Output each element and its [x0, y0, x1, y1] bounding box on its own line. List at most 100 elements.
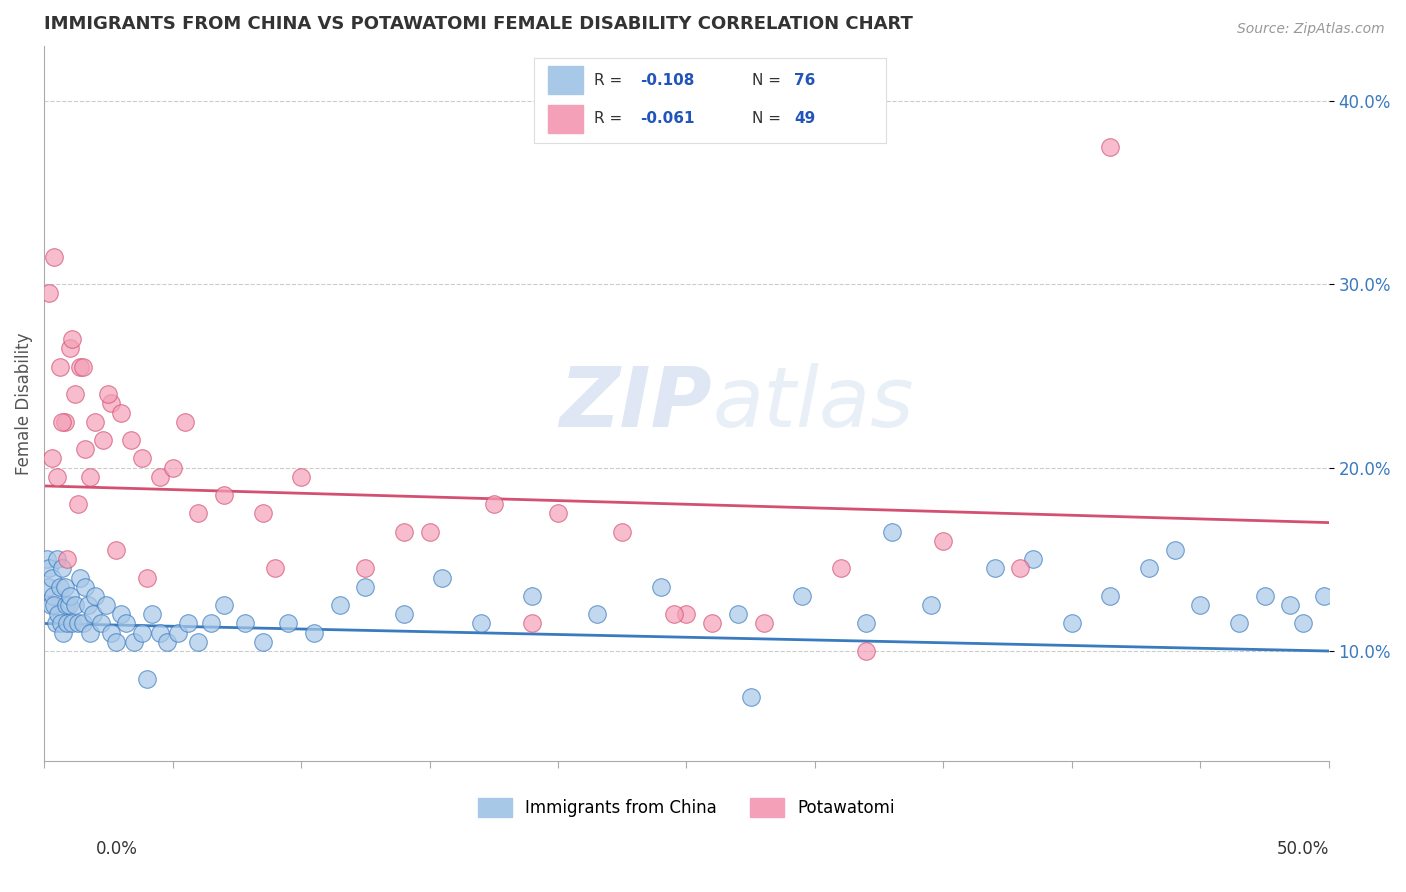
Point — [174, 415, 197, 429]
Point — [482, 497, 505, 511]
Point — [790, 589, 813, 603]
Text: -0.061: -0.061 — [640, 112, 695, 127]
Point — [522, 589, 544, 603]
Point — [149, 625, 172, 640]
Point — [39, 598, 62, 612]
Point — [49, 616, 72, 631]
Point — [90, 616, 112, 631]
Point — [45, 616, 67, 631]
Point — [727, 607, 749, 622]
Point — [72, 359, 94, 374]
Point — [131, 625, 153, 640]
Point — [392, 607, 415, 622]
Point — [48, 359, 70, 374]
Text: -0.108: -0.108 — [640, 73, 695, 88]
Point — [51, 561, 73, 575]
Point — [920, 598, 942, 612]
Bar — [548, 104, 583, 133]
Point — [44, 250, 66, 264]
Point — [38, 561, 60, 575]
Point — [37, 580, 59, 594]
Point — [110, 607, 132, 622]
Point — [1137, 561, 1160, 575]
Point — [1010, 561, 1032, 575]
Point — [470, 616, 492, 631]
Point — [84, 415, 107, 429]
Point — [48, 580, 70, 594]
Point — [72, 616, 94, 631]
Point — [66, 616, 89, 631]
Point — [1163, 543, 1185, 558]
Point — [700, 616, 723, 631]
Point — [1099, 139, 1122, 153]
Point — [100, 625, 122, 640]
Point — [69, 571, 91, 585]
Point — [94, 598, 117, 612]
Point — [66, 497, 89, 511]
Point — [650, 580, 672, 594]
Point — [46, 607, 69, 622]
Point — [52, 625, 75, 640]
Point — [212, 598, 235, 612]
Point — [76, 598, 98, 612]
Point — [187, 635, 209, 649]
Point — [418, 524, 440, 539]
Text: atlas: atlas — [711, 363, 914, 444]
Legend: Immigrants from China, Potawatomi: Immigrants from China, Potawatomi — [478, 797, 894, 817]
Point — [63, 598, 86, 612]
Point — [1227, 616, 1250, 631]
Point — [131, 451, 153, 466]
Text: Source: ZipAtlas.com: Source: ZipAtlas.com — [1237, 22, 1385, 37]
Point — [1312, 589, 1334, 603]
Y-axis label: Female Disability: Female Disability — [15, 332, 32, 475]
Point — [105, 635, 128, 649]
Point — [141, 607, 163, 622]
Point — [38, 286, 60, 301]
Point — [79, 469, 101, 483]
Point — [830, 561, 852, 575]
Point — [354, 561, 377, 575]
Point — [79, 625, 101, 640]
Point — [69, 359, 91, 374]
Point — [121, 433, 143, 447]
Point — [58, 598, 80, 612]
Text: 49: 49 — [794, 112, 815, 127]
Text: ZIP: ZIP — [560, 363, 711, 444]
Point — [522, 616, 544, 631]
Point — [84, 589, 107, 603]
Point — [135, 672, 157, 686]
Point — [290, 469, 312, 483]
Point — [97, 387, 120, 401]
Point — [252, 635, 274, 649]
Point — [1253, 589, 1275, 603]
Text: R =: R = — [593, 73, 627, 88]
Point — [675, 607, 697, 622]
Point — [41, 451, 63, 466]
Point — [740, 690, 762, 704]
Point — [200, 616, 222, 631]
Text: IMMIGRANTS FROM CHINA VS POTAWATOMI FEMALE DISABILITY CORRELATION CHART: IMMIGRANTS FROM CHINA VS POTAWATOMI FEMA… — [44, 15, 912, 33]
Point — [149, 469, 172, 483]
Point — [46, 469, 69, 483]
Point — [56, 552, 79, 566]
Point — [41, 571, 63, 585]
Point — [547, 507, 569, 521]
Point — [115, 616, 138, 631]
Point — [56, 616, 79, 631]
Point — [1099, 589, 1122, 603]
Point — [1292, 616, 1315, 631]
Point — [60, 616, 83, 631]
Point — [35, 552, 58, 566]
Point — [1279, 598, 1302, 612]
Point — [354, 580, 377, 594]
Point — [44, 598, 66, 612]
Point — [855, 616, 877, 631]
Point — [1022, 552, 1045, 566]
Point — [110, 405, 132, 419]
Point — [122, 635, 145, 649]
Text: 50.0%: 50.0% — [1277, 840, 1329, 858]
Bar — [548, 67, 583, 95]
Point — [135, 571, 157, 585]
Point — [984, 561, 1007, 575]
Point — [585, 607, 607, 622]
